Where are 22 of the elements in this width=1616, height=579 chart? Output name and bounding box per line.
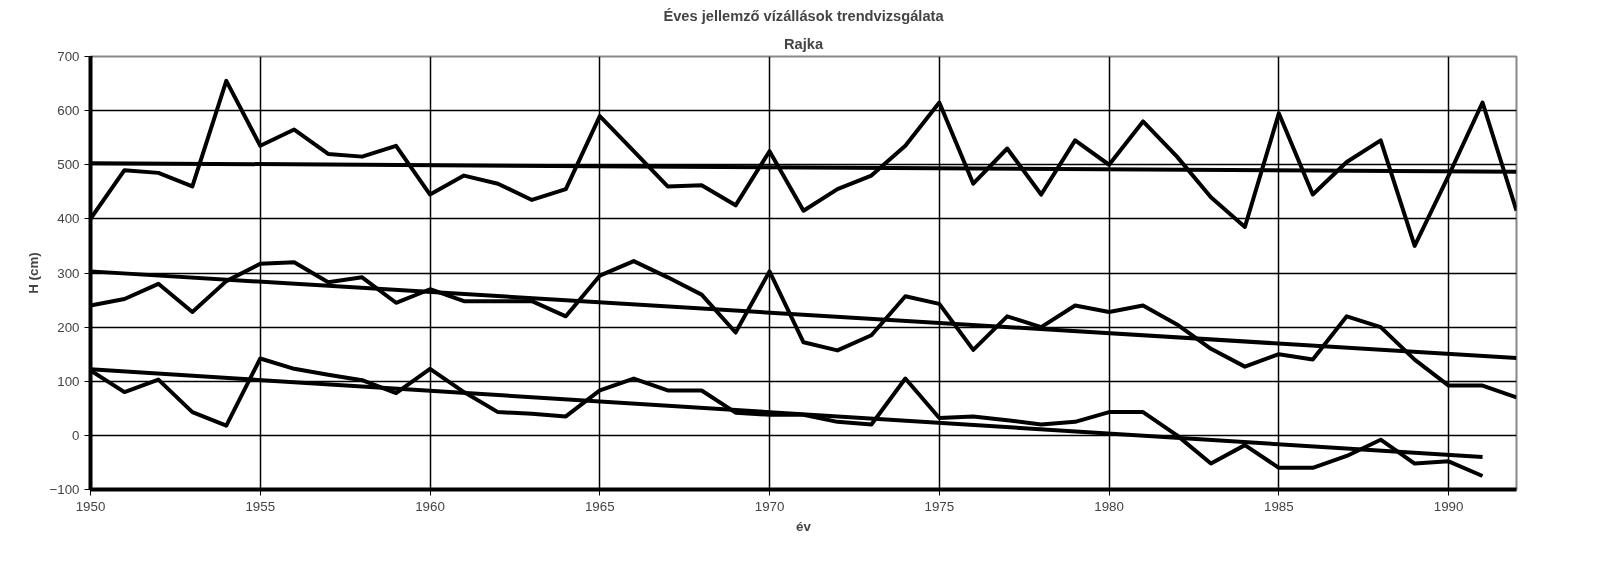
x-tick-label: 1970 [754, 498, 785, 514]
x-tick-label: 1950 [75, 498, 106, 514]
x-tick-label: 1975 [924, 498, 955, 514]
y-tick-label: −100 [49, 482, 80, 497]
x-tick-label: 1965 [584, 498, 615, 514]
y-tick-label: 300 [57, 265, 80, 281]
y-tick-label: 0 [72, 427, 80, 443]
x-tick-label: 1955 [245, 498, 276, 514]
y-tick-label: 500 [57, 157, 80, 173]
chart-subtitle: Rajka [783, 35, 824, 52]
x-axis-title: év [796, 518, 812, 534]
y-axis-title: H (cm) [26, 252, 42, 294]
x-tick-label: 1985 [1264, 498, 1294, 514]
y-tick-label: 100 [57, 373, 80, 389]
y-tick-label: 400 [57, 211, 80, 227]
chart-title: Éves jellemző vízállások trendvizsgálata [663, 7, 945, 24]
x-tick-label: 1980 [1094, 498, 1124, 514]
x-tick-label: 1960 [415, 498, 445, 514]
y-tick-label: 700 [57, 49, 80, 64]
y-tick-label: 200 [57, 319, 80, 335]
y-tick-label: 600 [57, 103, 80, 119]
x-tick-label: 1990 [1433, 498, 1464, 514]
